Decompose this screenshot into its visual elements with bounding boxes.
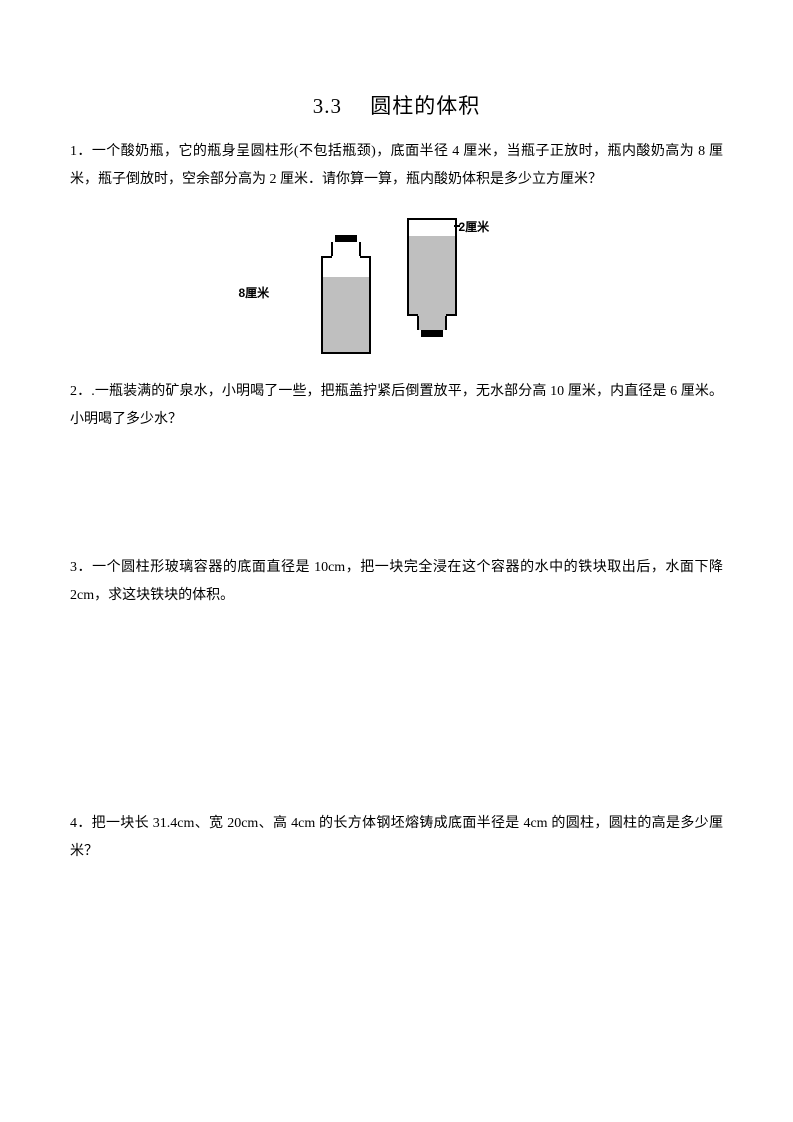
question-3: 3．一个圆柱形玻璃容器的底面直径是 10cm，把一块完全浸在这个容器的水中的铁块… xyxy=(70,554,723,610)
label-2cm: 2厘米 xyxy=(459,218,490,235)
bottle-upright-icon xyxy=(321,235,371,354)
question-2: 2．.一瓶装满的矿泉水，小明喝了一些，把瓶盖拧紧后倒置放平，无水部分高 10 厘… xyxy=(70,378,723,434)
label-8cm: 8厘米 xyxy=(239,284,270,301)
page-title: 3.3 圆柱的体积 xyxy=(70,90,723,120)
diagram-inner: 8厘米 2厘米 xyxy=(287,214,507,354)
question-4: 4．把一块长 31.4cm、宽 20cm、高 4cm 的长方体钢坯熔铸成底面半径… xyxy=(70,810,723,866)
bottle-inverted-icon xyxy=(407,218,457,337)
question-1: 1．一个酸奶瓶，它的瓶身呈圆柱形(不包括瓶颈)，底面半径 4 厘米，当瓶子正放时… xyxy=(70,138,723,194)
bottle-diagram: 8厘米 2厘米 xyxy=(70,214,723,354)
